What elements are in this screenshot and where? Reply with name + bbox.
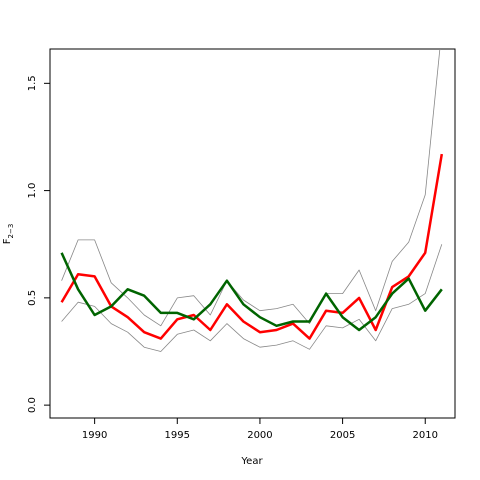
- x-tick-label: 2010: [413, 430, 438, 441]
- y-axis-label: F2−3: [2, 224, 15, 245]
- series-line-0: [60, 153, 444, 340]
- series-line-1: [60, 252, 443, 332]
- series-line-2: [61, 49, 441, 327]
- y-tick-label: 0.5: [27, 290, 38, 306]
- y-axis-label-subscript: 2−3: [7, 224, 15, 239]
- series-layer: [60, 49, 444, 352]
- y-tick-label: 0.0: [27, 397, 38, 413]
- y-tick-label: 1.0: [27, 183, 38, 199]
- x-axis: 1990 1995 2000 2005 2010: [82, 418, 438, 441]
- x-tick-label: 1990: [82, 430, 107, 441]
- x-tick-label: 2000: [247, 430, 272, 441]
- series-line-3: [61, 244, 443, 352]
- y-axis: 0.0 0.5 1.0 1.5: [27, 75, 50, 413]
- x-tick-label: 1995: [165, 430, 190, 441]
- plot-frame: [49, 48, 456, 419]
- y-axis-label-main: F: [2, 238, 13, 244]
- x-axis-label: Year: [240, 456, 263, 467]
- y-tick-label: 1.5: [27, 75, 38, 91]
- x-tick-label: 2005: [330, 430, 355, 441]
